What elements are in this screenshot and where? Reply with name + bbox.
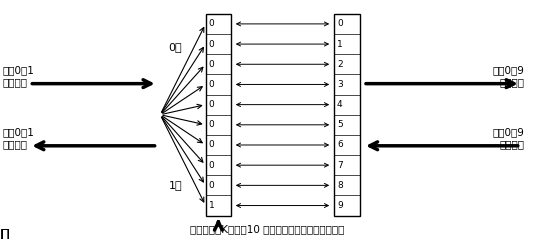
Text: 输入0、1: 输入0、1 xyxy=(3,128,35,138)
Text: 输入0～9: 输入0～9 xyxy=(492,128,524,138)
Text: 中: 中 xyxy=(0,228,9,239)
Text: 0: 0 xyxy=(209,181,215,190)
Text: 中: 中 xyxy=(0,228,9,239)
Text: 1: 1 xyxy=(209,201,215,210)
Text: 密文序列: 密文序列 xyxy=(499,140,524,150)
Text: 明文序列: 明文序列 xyxy=(3,77,28,87)
Text: 0: 0 xyxy=(209,60,215,69)
Text: 7: 7 xyxy=(337,161,343,170)
Text: 1: 1 xyxy=(337,40,343,49)
Text: 中: 中 xyxy=(0,228,9,239)
Text: 8: 8 xyxy=(337,181,343,190)
Text: 中: 中 xyxy=(0,228,9,239)
Text: 9: 9 xyxy=(337,201,343,210)
Text: 明文序列: 明文序列 xyxy=(3,140,28,150)
Text: 4: 4 xyxy=(337,100,343,109)
Text: 2: 2 xyxy=(337,60,343,69)
Text: 0: 0 xyxy=(209,161,215,170)
Text: 密鑰流参数K（采用10 游程过滤器的混沌参数调制）: 密鑰流参数K（采用10 游程过滤器的混沌参数调制） xyxy=(190,224,344,234)
Text: 1极: 1极 xyxy=(168,180,182,190)
Text: 0极: 0极 xyxy=(168,42,182,52)
Text: 中: 中 xyxy=(0,228,9,239)
Bar xyxy=(334,14,360,216)
Text: 0: 0 xyxy=(209,80,215,89)
Text: 5: 5 xyxy=(337,120,343,129)
Text: 0: 0 xyxy=(209,19,215,28)
Text: 0: 0 xyxy=(209,141,215,149)
Text: 0: 0 xyxy=(209,120,215,129)
Text: 密文序列: 密文序列 xyxy=(499,77,524,87)
Bar xyxy=(206,14,231,216)
Text: 中: 中 xyxy=(0,228,9,239)
Text: 输入0、1: 输入0、1 xyxy=(3,65,35,76)
Text: 0: 0 xyxy=(337,19,343,28)
Text: 3: 3 xyxy=(337,80,343,89)
Text: 0: 0 xyxy=(209,40,215,49)
Text: 6: 6 xyxy=(337,141,343,149)
Text: 0: 0 xyxy=(209,100,215,109)
Text: 中: 中 xyxy=(0,228,9,239)
Text: 输入0～9: 输入0～9 xyxy=(492,65,524,76)
